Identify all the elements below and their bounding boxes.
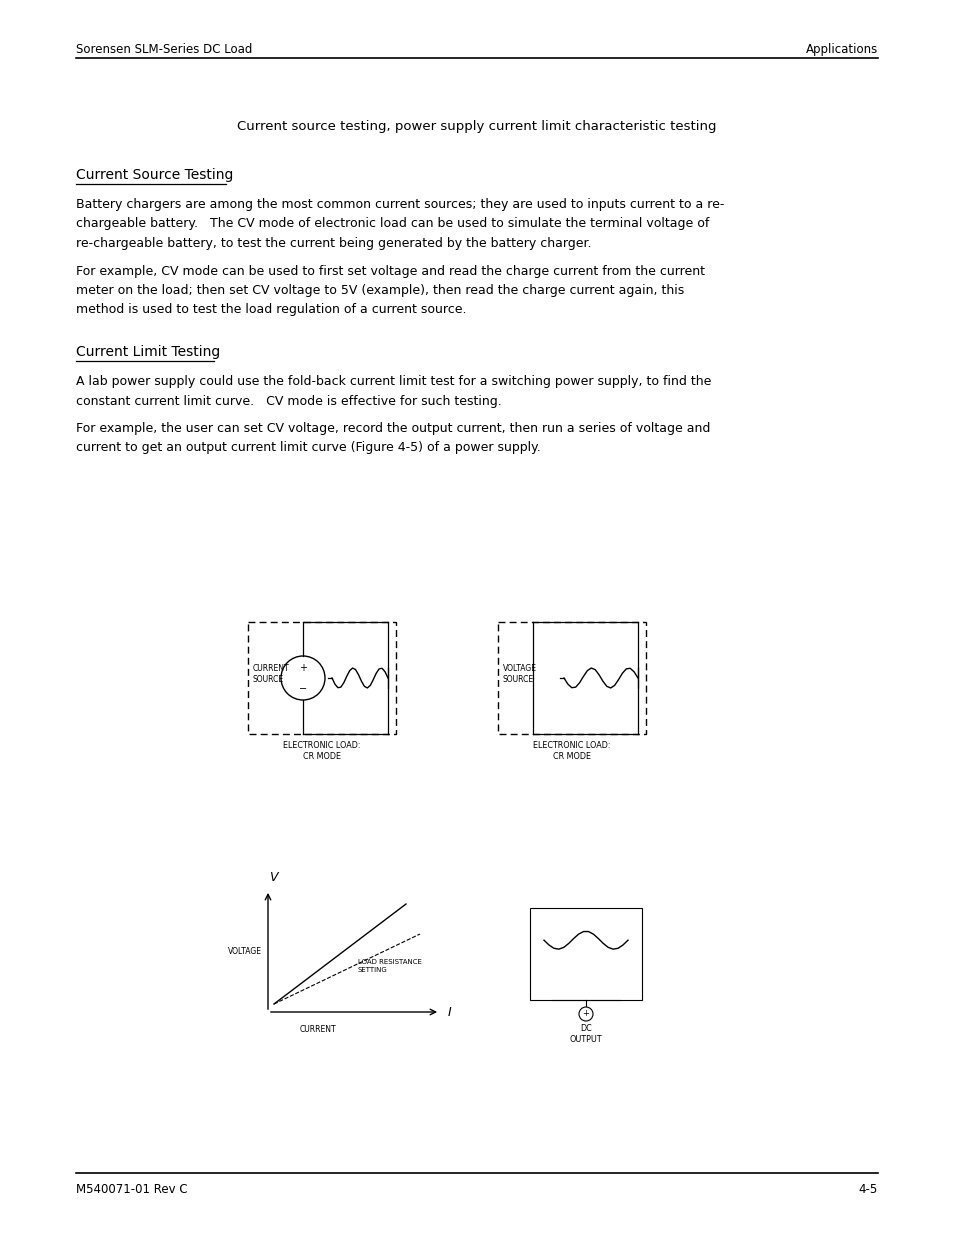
Text: A lab power supply could use the fold-back current limit test for a switching po: A lab power supply could use the fold-ba… [76, 375, 711, 388]
Text: Battery chargers are among the most common current sources; they are used to inp: Battery chargers are among the most comm… [76, 198, 723, 211]
Text: I: I [448, 1005, 452, 1019]
Text: constant current limit curve.   CV mode is effective for such testing.: constant current limit curve. CV mode is… [76, 394, 501, 408]
Text: meter on the load; then set CV voltage to 5V (example), then read the charge cur: meter on the load; then set CV voltage t… [76, 284, 683, 296]
Text: chargeable battery.   The CV mode of electronic load can be used to simulate the: chargeable battery. The CV mode of elect… [76, 217, 709, 231]
Text: ELECTRONIC LOAD:
CR MODE: ELECTRONIC LOAD: CR MODE [283, 741, 360, 761]
FancyBboxPatch shape [248, 622, 395, 734]
Text: For example, CV mode can be used to first set voltage and read the charge curren: For example, CV mode can be used to firs… [76, 264, 704, 278]
Text: re-chargeable battery, to test the current being generated by the battery charge: re-chargeable battery, to test the curre… [76, 237, 591, 249]
Text: Sorensen SLM-Series DC Load: Sorensen SLM-Series DC Load [76, 43, 253, 56]
Text: VOLTAGE
SOURCE: VOLTAGE SOURCE [502, 664, 537, 684]
Text: For example, the user can set CV voltage, record the output current, then run a : For example, the user can set CV voltage… [76, 422, 710, 435]
FancyBboxPatch shape [497, 622, 645, 734]
Text: CURRENT
SOURCE: CURRENT SOURCE [253, 664, 290, 684]
Text: +: + [298, 663, 307, 673]
Text: Current Limit Testing: Current Limit Testing [76, 345, 220, 359]
Text: current to get an output current limit curve (Figure 4-5) of a power supply.: current to get an output current limit c… [76, 441, 540, 454]
Text: +: + [582, 1009, 589, 1019]
Text: ELECTRONIC LOAD:
CR MODE: ELECTRONIC LOAD: CR MODE [533, 741, 610, 761]
Text: Applications: Applications [805, 43, 877, 56]
Text: LOAD RESISTANCE
SETTING: LOAD RESISTANCE SETTING [357, 960, 421, 973]
Text: method is used to test the load regulation of a current source.: method is used to test the load regulati… [76, 304, 466, 316]
Text: Current source testing, power supply current limit characteristic testing: Current source testing, power supply cur… [237, 120, 716, 133]
Text: V: V [269, 871, 277, 884]
Text: DC
OUTPUT: DC OUTPUT [569, 1024, 601, 1044]
Text: M540071-01 Rev C: M540071-01 Rev C [76, 1183, 188, 1195]
Text: VOLTAGE: VOLTAGE [228, 946, 262, 956]
FancyBboxPatch shape [530, 908, 641, 1000]
Text: CURRENT: CURRENT [299, 1025, 336, 1034]
Text: −: − [298, 684, 307, 694]
Text: Current Source Testing: Current Source Testing [76, 168, 233, 182]
Text: 4-5: 4-5 [858, 1183, 877, 1195]
